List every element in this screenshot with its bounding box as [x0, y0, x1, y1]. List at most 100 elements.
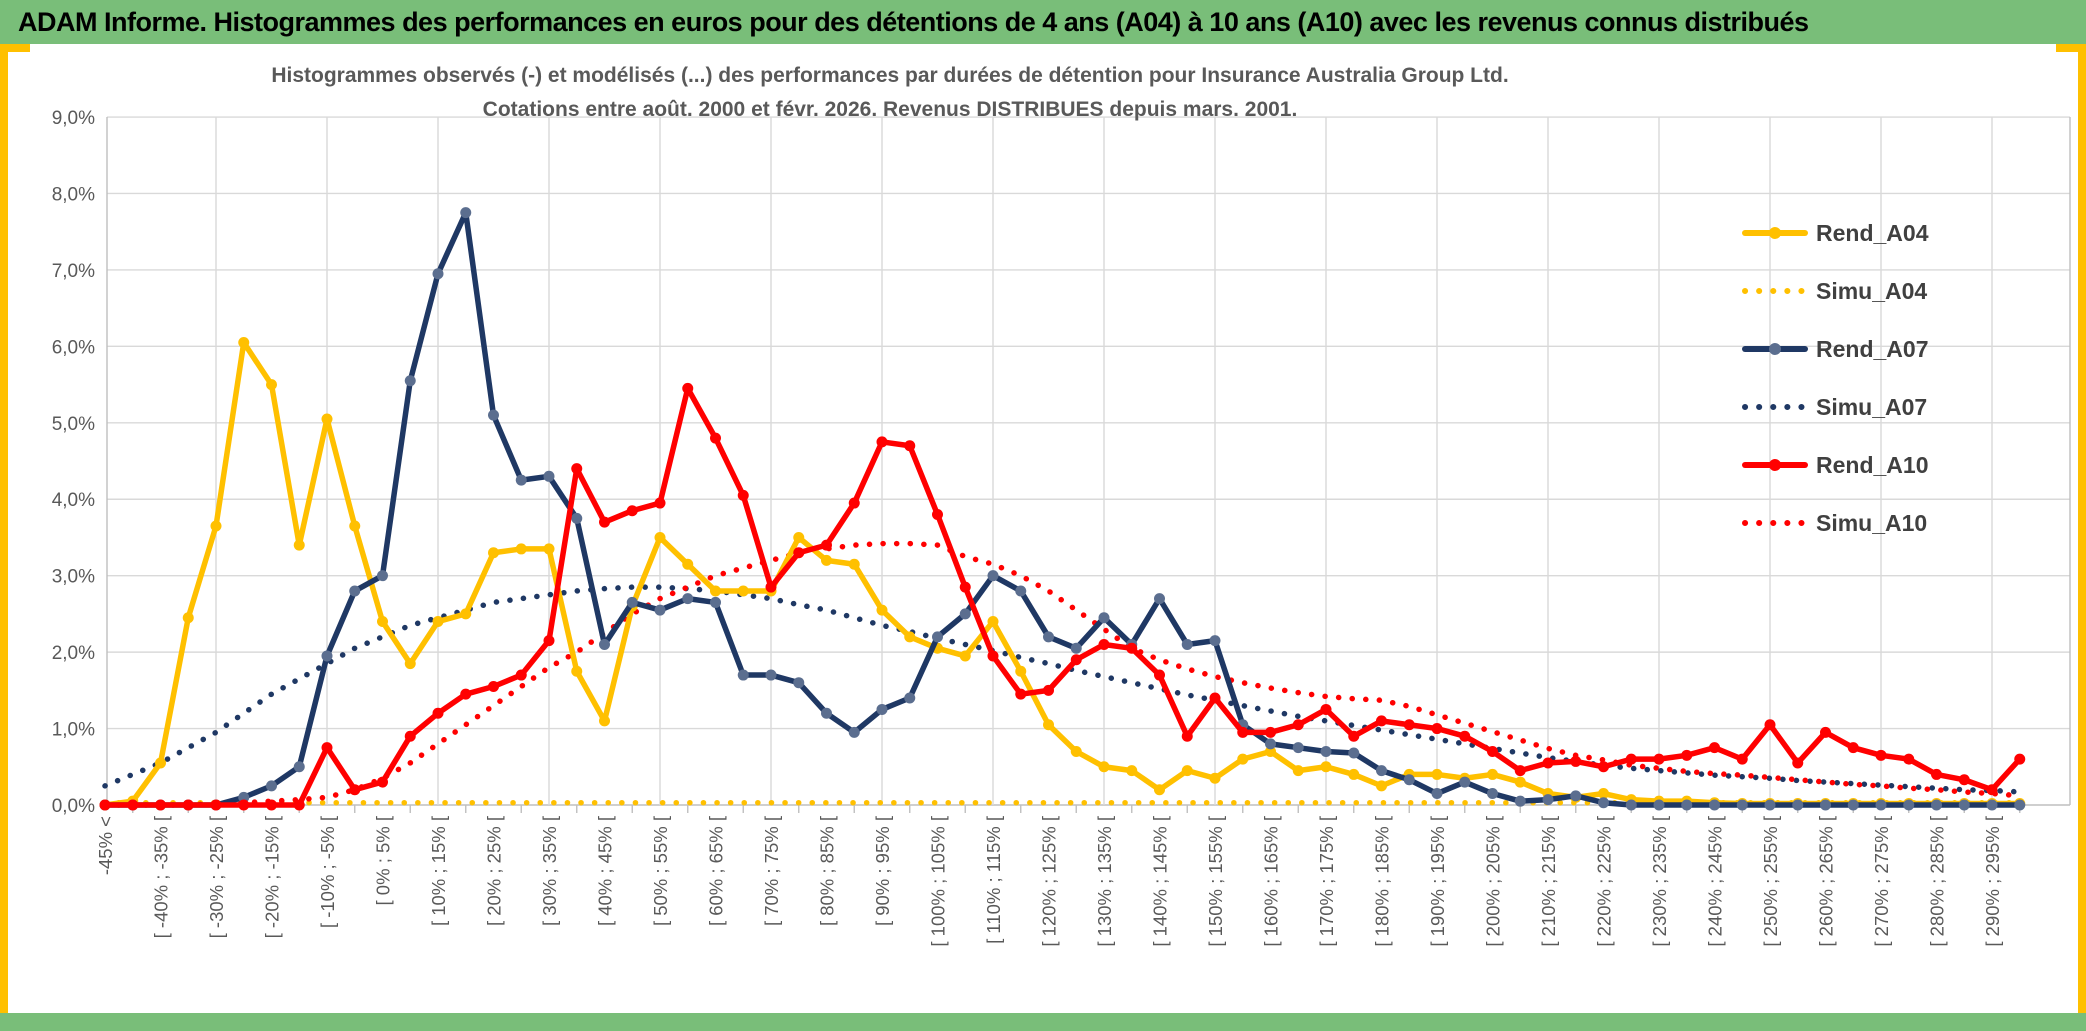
series-marker-rend_a10[interactable] [1709, 742, 1720, 754]
series-marker-rend_a07[interactable] [765, 669, 777, 681]
series-marker-rend_a10[interactable] [1431, 723, 1443, 735]
series-marker-rend_a04[interactable] [266, 379, 277, 391]
series-marker-rend_a04[interactable] [1209, 772, 1221, 784]
series-marker-rend_a04[interactable] [1181, 765, 1193, 777]
series-marker-rend_a04[interactable] [1514, 776, 1526, 788]
series-marker-rend_a10[interactable] [1015, 688, 1027, 700]
series-marker-rend_a10[interactable] [1598, 761, 1609, 773]
series-marker-rend_a07[interactable] [1431, 788, 1443, 800]
series-marker-rend_a10[interactable] [1514, 765, 1526, 777]
series-marker-rend_a10[interactable] [182, 799, 194, 811]
series-marker-rend_a04[interactable] [488, 547, 499, 559]
series-marker-rend_a10[interactable] [1487, 745, 1498, 757]
series-marker-rend_a07[interactable] [1292, 742, 1304, 754]
series-line-rend_a07[interactable] [102, 209, 2023, 808]
series-marker-rend_a07[interactable] [1320, 745, 1332, 757]
series-marker-rend_a07[interactable] [654, 604, 666, 616]
series-marker-rend_a10[interactable] [1181, 730, 1193, 742]
series-marker-rend_a10[interactable] [1570, 755, 1582, 767]
series-marker-rend_a07[interactable] [460, 207, 472, 219]
series-marker-rend_a10[interactable] [1126, 642, 1138, 654]
series-marker-rend_a07[interactable] [1542, 794, 1554, 806]
series-marker-rend_a10[interactable] [1292, 719, 1304, 731]
series-marker-rend_a10[interactable] [155, 799, 166, 811]
series-marker-rend_a10[interactable] [904, 440, 916, 452]
series-marker-rend_a04[interactable] [682, 558, 694, 570]
series-marker-rend_a10[interactable] [1903, 753, 1915, 765]
series-marker-rend_a10[interactable] [737, 489, 749, 501]
series-marker-rend_a04[interactable] [1237, 753, 1249, 765]
series-marker-rend_a10[interactable] [1043, 684, 1054, 696]
series-marker-rend_a07[interactable] [1709, 799, 1720, 811]
series-marker-rend_a10[interactable] [210, 799, 222, 811]
series-marker-rend_a07[interactable] [959, 608, 971, 620]
series-marker-rend_a10[interactable] [1875, 749, 1887, 761]
series-marker-rend_a07[interactable] [1348, 747, 1360, 759]
series-marker-rend_a04[interactable] [737, 585, 749, 597]
series-marker-rend_a10[interactable] [1070, 654, 1082, 666]
series-marker-rend_a07[interactable] [1764, 799, 1776, 811]
series-marker-rend_a04[interactable] [1348, 768, 1360, 780]
series-marker-rend_a10[interactable] [654, 497, 666, 509]
series-marker-rend_a10[interactable] [1209, 692, 1221, 704]
series-marker-rend_a04[interactable] [432, 616, 444, 628]
series-marker-rend_a07[interactable] [904, 692, 916, 704]
series-marker-rend_a07[interactable] [1181, 638, 1193, 650]
series-marker-rend_a04[interactable] [571, 665, 583, 677]
series-marker-rend_a04[interactable] [515, 543, 527, 555]
series-marker-rend_a10[interactable] [488, 681, 499, 693]
series-marker-rend_a07[interactable] [848, 726, 860, 738]
series-marker-rend_a10[interactable] [987, 650, 999, 662]
series-marker-rend_a10[interactable] [321, 742, 333, 754]
series-marker-rend_a10[interactable] [848, 497, 860, 509]
series-marker-rend_a07[interactable] [1736, 799, 1748, 811]
series-marker-rend_a07[interactable] [488, 409, 499, 421]
series-marker-rend_a10[interactable] [460, 688, 472, 700]
series-line-simu_a10[interactable] [102, 540, 2023, 808]
series-marker-rend_a10[interactable] [959, 581, 971, 593]
legend-item-simu_a07[interactable]: Simu_A07 [1742, 378, 2072, 436]
series-marker-rend_a04[interactable] [710, 585, 721, 597]
series-marker-rend_a04[interactable] [987, 616, 999, 628]
series-marker-rend_a07[interactable] [1487, 788, 1498, 800]
series-marker-rend_a10[interactable] [1681, 749, 1693, 761]
series-marker-rend_a10[interactable] [127, 799, 139, 811]
series-marker-rend_a10[interactable] [1154, 669, 1165, 681]
series-marker-rend_a07[interactable] [1209, 635, 1221, 647]
series-marker-rend_a07[interactable] [1986, 799, 1998, 811]
series-marker-rend_a04[interactable] [293, 539, 305, 551]
series-marker-rend_a10[interactable] [682, 382, 694, 394]
series-marker-rend_a10[interactable] [238, 799, 250, 811]
series-marker-rend_a04[interactable] [155, 757, 166, 769]
series-marker-rend_a10[interactable] [765, 581, 777, 593]
series-marker-rend_a10[interactable] [377, 776, 388, 788]
series-marker-rend_a10[interactable] [1931, 768, 1942, 780]
series-marker-rend_a10[interactable] [1459, 730, 1471, 742]
series-marker-rend_a10[interactable] [99, 799, 111, 811]
series-marker-rend_a07[interactable] [821, 707, 832, 719]
series-marker-rend_a10[interactable] [876, 436, 888, 448]
series-marker-rend_a07[interactable] [1681, 799, 1693, 811]
series-marker-rend_a10[interactable] [404, 730, 416, 742]
series-marker-rend_a07[interactable] [1154, 593, 1165, 605]
series-marker-rend_a04[interactable] [654, 531, 666, 543]
series-marker-rend_a10[interactable] [1653, 753, 1665, 765]
series-marker-rend_a04[interactable] [848, 558, 860, 570]
series-marker-rend_a04[interactable] [404, 658, 416, 670]
series-marker-rend_a04[interactable] [210, 520, 222, 532]
series-marker-rend_a10[interactable] [1098, 638, 1110, 650]
series-marker-rend_a07[interactable] [1043, 631, 1054, 643]
series-marker-rend_a04[interactable] [1320, 761, 1332, 773]
series-marker-rend_a10[interactable] [432, 707, 444, 719]
series-line-rend_a10[interactable] [102, 385, 2023, 808]
series-marker-rend_a07[interactable] [1098, 612, 1110, 624]
series-marker-rend_a04[interactable] [1098, 761, 1110, 773]
series-marker-rend_a07[interactable] [793, 677, 805, 689]
series-marker-rend_a10[interactable] [515, 669, 527, 681]
series-line-simu_a07[interactable] [102, 584, 2023, 795]
series-marker-rend_a07[interactable] [543, 470, 555, 482]
series-marker-rend_a04[interactable] [904, 631, 916, 643]
series-marker-rend_a07[interactable] [1598, 797, 1609, 809]
series-marker-rend_a07[interactable] [321, 650, 333, 662]
series-marker-rend_a10[interactable] [821, 539, 832, 551]
